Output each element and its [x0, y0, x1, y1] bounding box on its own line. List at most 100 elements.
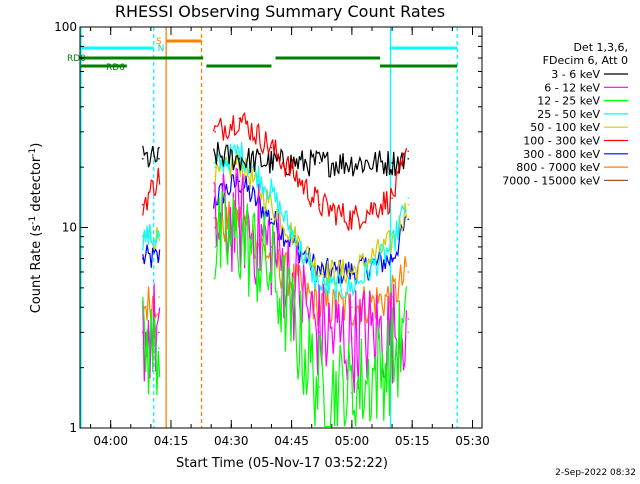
info-line: Det 1,3,6, — [573, 41, 628, 54]
data-point — [158, 331, 160, 334]
data-point — [391, 246, 393, 248]
data-point — [407, 271, 410, 273]
data-point — [391, 358, 393, 361]
y-axis-label-part: Count Rate (s — [29, 225, 44, 314]
legend-label: 12 - 25 keV — [537, 95, 600, 108]
x-tick-label: 04:15 — [154, 434, 189, 448]
legend-label: 300 - 800 keV — [523, 148, 600, 161]
data-point — [318, 271, 321, 273]
series-line-3-6kev — [213, 141, 407, 178]
series-line-300-800kev — [142, 244, 161, 268]
legend-label: 6 - 12 keV — [544, 81, 600, 94]
y-axis-label-exponent: -1 — [28, 216, 38, 225]
data-point — [214, 226, 216, 229]
data-point — [214, 131, 216, 133]
data-point — [270, 162, 273, 164]
series-line-25-50kev — [213, 141, 407, 302]
data-point — [407, 150, 410, 153]
flag-label-s: S — [156, 37, 162, 47]
data-point — [238, 180, 241, 183]
data-point — [351, 287, 353, 289]
axes-layer: 1 10 100 04:00 04:15 04:30 04:45 05:00 05:15 05:3… — [54, 20, 490, 448]
data-point — [214, 246, 216, 248]
data-point — [142, 235, 144, 238]
data-point — [158, 175, 160, 178]
x-axis-label: Start Time (05-Nov-17 03:52:22) — [176, 456, 388, 471]
data-point — [238, 150, 241, 153]
series-line-50-100kev — [213, 152, 407, 287]
data-point — [158, 257, 160, 260]
series-line-25-50kev — [142, 223, 161, 251]
series-layer — [142, 111, 410, 427]
data-point — [214, 154, 216, 156]
data-point — [407, 331, 410, 334]
data-point — [238, 218, 241, 220]
data-point — [351, 218, 353, 220]
data-point — [351, 391, 353, 394]
x-tick-label: 04:00 — [93, 434, 128, 448]
data-point — [238, 158, 241, 160]
data-point — [158, 235, 160, 238]
y-axis-label: Count Rate (s-1 detector-1) — [28, 143, 44, 314]
data-point — [391, 257, 393, 260]
data-point — [270, 271, 273, 273]
data-point — [351, 162, 353, 164]
data-point — [391, 162, 393, 164]
flag-label-rd6: RD6 — [106, 63, 125, 73]
legend-label: 100 - 300 keV — [523, 135, 600, 148]
y-axis-label-exponent: -1 — [28, 148, 38, 157]
data-point — [351, 271, 353, 273]
data-point — [142, 203, 144, 206]
data-point — [270, 203, 273, 206]
series-line-100-300kev — [142, 167, 161, 216]
legend-label: 50 - 100 keV — [530, 121, 600, 134]
info-line: FDecim 6, Att 0 — [543, 54, 628, 67]
y-tick-label: 1 — [69, 421, 77, 435]
data-point — [142, 257, 144, 260]
data-point — [318, 386, 321, 388]
data-point — [318, 203, 321, 206]
data-point — [391, 197, 393, 199]
data-point — [158, 296, 160, 298]
flag-label-n: N — [158, 44, 165, 54]
data-point — [142, 347, 144, 350]
data-point — [391, 240, 393, 243]
chart-title: RHESSI Observing Summary Count Rates — [115, 2, 445, 21]
data-point — [158, 158, 160, 160]
data-point — [407, 218, 410, 220]
data-point — [407, 158, 410, 160]
legend-label: 7000 - 15000 keV — [502, 174, 600, 187]
x-tick-label: 05:30 — [455, 434, 490, 448]
data-point — [142, 331, 144, 334]
data-point — [214, 175, 216, 178]
data-point — [351, 306, 353, 309]
data-point — [238, 235, 241, 238]
footer-timestamp: 2-Sep-2022 08:32 — [555, 468, 636, 478]
y-tick-label: 10 — [62, 221, 77, 235]
legend-label: 800 - 7000 keV — [516, 161, 600, 174]
x-tick-label: 04:45 — [274, 434, 309, 448]
series-line-12-25kev — [142, 297, 161, 396]
series-line-12-25kev — [213, 190, 407, 427]
x-tick-label: 05:00 — [335, 434, 370, 448]
legend-label: 3 - 6 keV — [551, 68, 600, 81]
series-line-3-6kev — [142, 145, 160, 168]
flag-label-rd0: RD0 — [67, 54, 86, 64]
data-point — [407, 203, 410, 206]
data-point — [270, 218, 273, 220]
data-point — [270, 191, 273, 193]
data-point — [238, 117, 241, 120]
data-point — [270, 146, 273, 149]
data-point — [391, 296, 393, 298]
data-point — [407, 197, 410, 199]
flag-layer: RD0 RD6 SN — [67, 27, 458, 428]
y-axis-label-part: ) — [29, 143, 44, 148]
series-line-100-300kev — [213, 111, 407, 231]
x-tick-label: 04:30 — [214, 434, 249, 448]
y-tick-label: 100 — [54, 20, 77, 34]
data-point — [142, 158, 144, 160]
